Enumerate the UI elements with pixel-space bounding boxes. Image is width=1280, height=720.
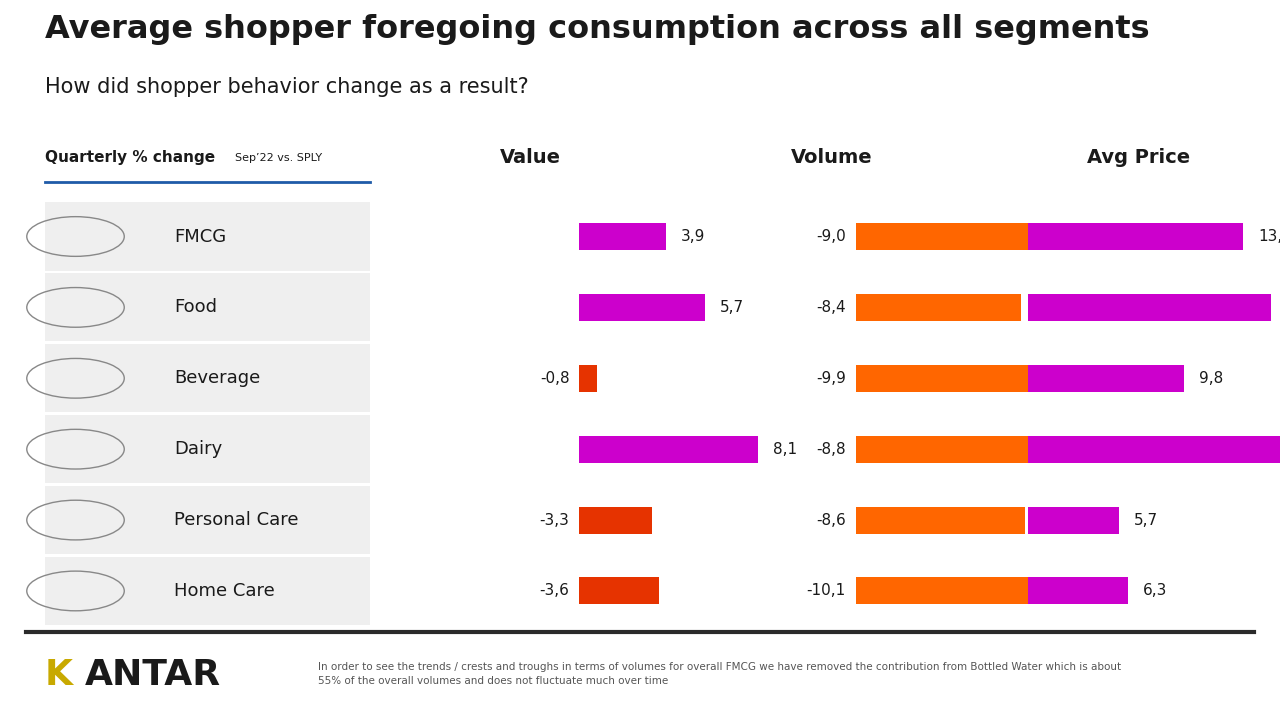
Text: How did shopper behavior change as a result?: How did shopper behavior change as a res… (45, 77, 529, 97)
Text: Sep’22 vs. SPLY: Sep’22 vs. SPLY (236, 153, 323, 163)
Text: K: K (45, 658, 73, 692)
Text: Avg Price: Avg Price (1087, 148, 1190, 167)
Text: -10,1: -10,1 (806, 583, 846, 598)
FancyBboxPatch shape (45, 557, 370, 625)
FancyBboxPatch shape (580, 294, 705, 321)
Text: Food: Food (174, 298, 216, 316)
FancyBboxPatch shape (45, 344, 370, 413)
Text: 5,7: 5,7 (1134, 513, 1158, 528)
FancyBboxPatch shape (1028, 223, 1243, 250)
Text: Volume: Volume (791, 148, 872, 167)
FancyBboxPatch shape (580, 507, 653, 534)
Text: Quarterly % change: Quarterly % change (45, 150, 215, 165)
Text: 13,5: 13,5 (1258, 229, 1280, 244)
Text: -9,9: -9,9 (817, 371, 846, 386)
FancyBboxPatch shape (580, 436, 759, 463)
FancyBboxPatch shape (856, 436, 1029, 463)
Text: FMCG: FMCG (174, 228, 227, 246)
Text: -8,4: -8,4 (817, 300, 846, 315)
FancyBboxPatch shape (45, 486, 370, 554)
FancyBboxPatch shape (1028, 294, 1271, 321)
Text: Beverage: Beverage (174, 369, 260, 387)
Text: In order to see the trends / crests and troughs in terms of volumes for overall : In order to see the trends / crests and … (317, 662, 1121, 686)
FancyBboxPatch shape (856, 294, 1021, 321)
Text: 3,9: 3,9 (681, 229, 705, 244)
Text: -3,6: -3,6 (540, 583, 570, 598)
Text: 6,3: 6,3 (1143, 583, 1167, 598)
Text: Dairy: Dairy (174, 440, 221, 458)
Text: 5,7: 5,7 (721, 300, 744, 315)
FancyBboxPatch shape (1028, 577, 1129, 604)
FancyBboxPatch shape (45, 415, 370, 483)
FancyBboxPatch shape (580, 223, 666, 250)
Text: Average shopper foregoing consumption across all segments: Average shopper foregoing consumption ac… (45, 14, 1149, 45)
FancyBboxPatch shape (45, 202, 370, 271)
FancyBboxPatch shape (856, 365, 1051, 392)
FancyBboxPatch shape (856, 507, 1025, 534)
Text: Home Care: Home Care (174, 582, 275, 600)
FancyBboxPatch shape (856, 577, 1055, 604)
Text: -0,8: -0,8 (540, 371, 570, 386)
FancyBboxPatch shape (580, 577, 659, 604)
Text: -3,3: -3,3 (540, 513, 570, 528)
FancyBboxPatch shape (1028, 436, 1280, 463)
FancyBboxPatch shape (1028, 365, 1184, 392)
Text: 9,8: 9,8 (1199, 371, 1224, 386)
Text: Value: Value (499, 148, 561, 167)
FancyBboxPatch shape (1028, 507, 1119, 534)
Text: ANTAR: ANTAR (84, 658, 220, 692)
FancyBboxPatch shape (856, 223, 1033, 250)
Text: -8,8: -8,8 (817, 441, 846, 456)
Text: -8,6: -8,6 (817, 513, 846, 528)
Text: Personal Care: Personal Care (174, 511, 298, 529)
Text: -9,0: -9,0 (817, 229, 846, 244)
Text: 8,1: 8,1 (773, 441, 797, 456)
FancyBboxPatch shape (580, 365, 596, 392)
FancyBboxPatch shape (45, 274, 370, 341)
